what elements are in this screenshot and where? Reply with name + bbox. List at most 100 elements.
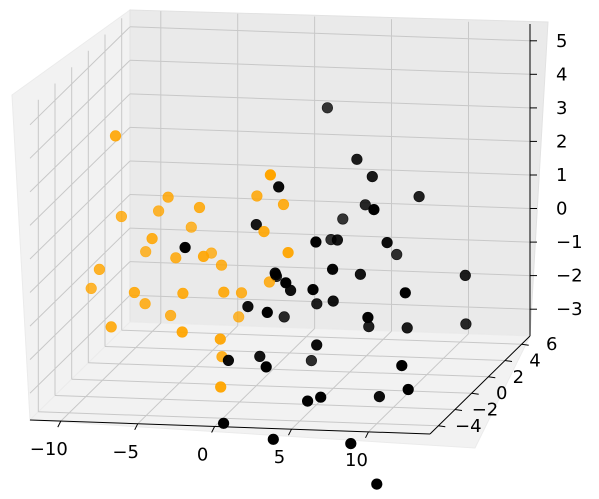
data-point-series-2	[302, 395, 314, 407]
y-tick-mark	[454, 409, 463, 411]
data-point-series-2	[345, 438, 357, 450]
data-point-series-2	[250, 219, 262, 231]
data-point-series-2	[267, 433, 279, 445]
data-point-series-2	[401, 322, 413, 334]
data-point-series-2	[311, 339, 323, 351]
x-tick-mark	[365, 431, 369, 439]
x-axis-line	[29, 419, 431, 435]
data-point-series-2	[278, 311, 290, 323]
data-point-series-2	[366, 171, 378, 183]
data-point-series-2	[460, 318, 472, 330]
data-point-series-2	[179, 241, 191, 254]
x-gridline-floor	[368, 333, 469, 433]
data-point-series-1	[251, 190, 263, 202]
tick-marks	[57, 40, 537, 439]
data-point-series-1	[128, 286, 140, 299]
data-point-series-2	[321, 102, 334, 114]
data-point-series-1	[215, 381, 227, 393]
z-gridline-left	[29, 93, 131, 193]
y-tick-mark	[488, 376, 496, 379]
data-point-series-1	[185, 221, 197, 233]
data-point-series-2	[362, 311, 374, 324]
z-tick-label: 2	[556, 131, 567, 152]
data-point-series-1	[233, 311, 245, 323]
data-point-series-1	[115, 210, 127, 223]
z-tick-label: −1	[556, 232, 583, 253]
data-point-series-2	[368, 204, 380, 216]
x-gridline-floor	[214, 328, 315, 427]
z-tick-label: 5	[556, 31, 567, 52]
y-tick-label: 4	[529, 351, 540, 372]
data-point-series-1	[105, 321, 117, 333]
data-point-series-1	[263, 276, 276, 288]
data-point-series-2	[413, 191, 425, 203]
data-point-series-1	[277, 198, 290, 211]
x-tick-mark	[211, 426, 216, 433]
data-point-series-2	[273, 181, 285, 193]
z-gridline-left	[29, 26, 131, 126]
data-point-series-1	[177, 287, 189, 300]
z-gridline-left	[29, 227, 131, 327]
data-point-series-2	[261, 306, 273, 319]
z-gridline-left	[29, 160, 131, 260]
data-point-series-2	[260, 361, 272, 373]
z-gridline-back	[129, 160, 531, 176]
data-point-series-1	[162, 191, 174, 203]
z-tick-label: 0	[556, 199, 567, 220]
z-tick-label: 3	[556, 98, 567, 119]
y-gridline-floor	[121, 329, 522, 345]
data-point-series-1	[197, 250, 210, 262]
data-point-series-1	[93, 263, 105, 276]
data-point-series-2	[315, 391, 327, 403]
data-point-series-2	[311, 298, 323, 310]
data-point-series-1	[146, 233, 158, 245]
z-tick-label: 1	[556, 165, 567, 186]
data-point-series-1	[170, 252, 182, 264]
data-point-series-1	[258, 226, 270, 238]
y-tick-mark	[471, 392, 479, 395]
axis-lines	[29, 24, 531, 435]
y-tick-mark	[504, 360, 513, 362]
data-point-series-2	[280, 277, 292, 289]
data-point-series-1	[153, 205, 165, 217]
x-gridline-floor	[291, 330, 392, 430]
z-gridline-back	[129, 93, 531, 109]
z-gridline-back	[129, 59, 531, 75]
data-points	[85, 102, 472, 490]
data-point-series-2	[459, 269, 471, 282]
y-gridline-floor	[88, 362, 489, 378]
z-gridline-left	[29, 127, 131, 226]
x-tick-mark	[57, 420, 62, 428]
data-point-series-1	[235, 287, 248, 299]
x-tick-label: −5	[112, 442, 139, 463]
z-gridline-left	[29, 194, 131, 293]
data-point-series-2	[351, 153, 363, 165]
y-gridline-floor	[38, 411, 439, 427]
data-point-series-2	[359, 199, 371, 211]
x-tick-mark	[288, 428, 292, 436]
x-tick-label: 10	[345, 450, 368, 471]
data-point-series-1	[85, 282, 97, 295]
y-axis-line	[429, 335, 531, 435]
data-point-series-2	[327, 263, 339, 275]
y-gridline-floor	[104, 346, 506, 361]
x-tick-mark	[134, 423, 139, 431]
data-point-series-2	[381, 237, 393, 249]
x-tick-label: 0	[197, 445, 208, 466]
z-gridline-left	[29, 261, 131, 360]
data-point-series-2	[242, 301, 254, 313]
data-point-series-2	[331, 234, 344, 246]
data-point-series-2	[396, 360, 408, 372]
x-gridline-floor	[60, 322, 162, 422]
data-point-series-2	[391, 248, 403, 261]
y-gridline-floor	[54, 395, 456, 410]
data-point-series-1	[264, 169, 277, 181]
y-tick-label: 6	[546, 334, 557, 355]
z-gridline-back	[129, 126, 531, 142]
z-tick-label: −2	[556, 266, 583, 287]
data-point-series-2	[222, 354, 234, 367]
data-point-series-2	[254, 350, 266, 363]
data-point-series-2	[327, 295, 339, 307]
